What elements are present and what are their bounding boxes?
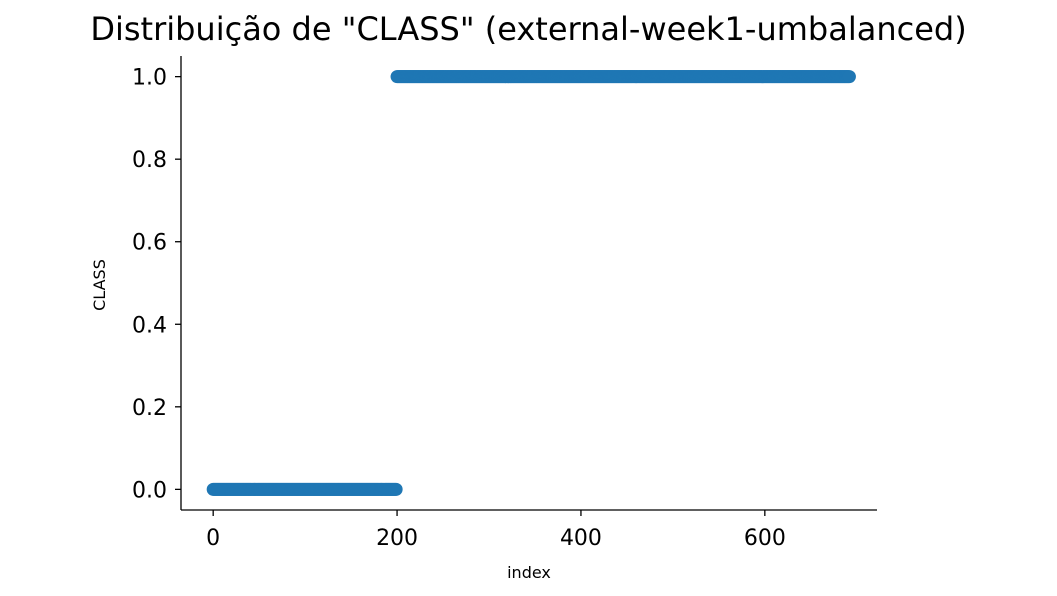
y-tick-label: 0.0	[132, 478, 167, 503]
data-point	[389, 482, 403, 496]
y-tick-label: 0.2	[132, 396, 167, 421]
x-tick-label: 400	[560, 526, 602, 551]
y-tick-label: 0.6	[132, 231, 167, 256]
ticks: 0 200 400 600 0.0 0.2 0.4 0.6 0.8 1.0	[132, 66, 786, 551]
x-tick-label: 200	[376, 526, 418, 551]
x-axis-label: index	[507, 563, 551, 582]
y-tick-label: 1.0	[132, 66, 167, 91]
x-tick-label: 600	[744, 526, 786, 551]
axes	[180, 56, 877, 511]
y-axis-label: CLASS	[90, 259, 109, 311]
data-points	[206, 70, 856, 496]
y-tick-label: 0.8	[132, 148, 167, 173]
data-point	[842, 70, 856, 84]
x-tick-label: 0	[206, 526, 220, 551]
y-tick-label: 0.4	[132, 313, 167, 338]
chart-title: Distribuição de "CLASS" (external-week1-…	[90, 10, 967, 48]
